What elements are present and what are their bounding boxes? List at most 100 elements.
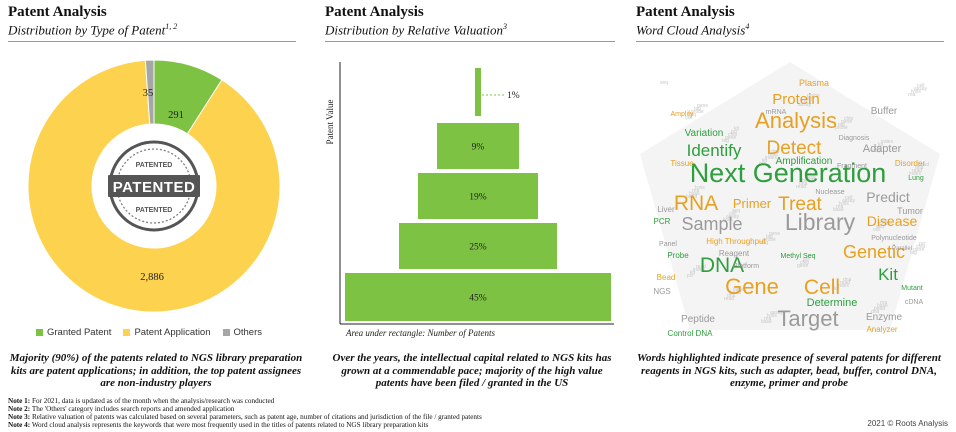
cloud-filler-word: kit	[690, 270, 696, 276]
pyramid-bar	[399, 223, 557, 269]
cloud-filler-word: read	[696, 264, 706, 270]
cloud-word: Target	[777, 306, 838, 331]
cloud-word: Plasma	[799, 78, 829, 88]
cloud-filler-word: pcr	[759, 161, 766, 167]
legend-label: Patent Application	[134, 327, 211, 338]
cloud-filler-word: index	[909, 171, 921, 177]
cloud-word: Probe	[667, 251, 689, 260]
cloud-filler-word: dna	[727, 293, 736, 299]
cloud-filler-word: index	[693, 267, 705, 273]
cloud-filler-word: assay	[726, 214, 740, 220]
cloud-filler-word: kit	[878, 142, 884, 148]
cloud-filler-word: chip	[728, 132, 737, 138]
cloud-word: Disease	[867, 213, 918, 229]
cloud-filler-word: kit	[762, 158, 768, 164]
legend-swatch	[36, 328, 43, 336]
panel-title: Patent Analysis	[8, 4, 107, 20]
cloud-filler-word: tag	[838, 122, 845, 128]
cloud-filler-word: gene	[769, 231, 780, 237]
cloud-word: Panel	[659, 241, 677, 248]
y-axis-label: Patent Value	[325, 99, 335, 144]
cloud-filler-word: pcr	[875, 145, 882, 151]
cloud-word: Platform	[733, 263, 759, 270]
cloud-filler-word: cell	[685, 115, 693, 121]
word-cloud: seqgenekitdnarnacelltagpcrreadbaseassayp…	[640, 62, 940, 338]
cloud-word: Sample	[681, 214, 742, 234]
cloud-filler-word: tag	[910, 250, 917, 256]
donut-label: 35	[143, 88, 154, 99]
cloud-filler-word: seq	[760, 240, 768, 246]
legend-item: Patent Application	[123, 327, 211, 338]
cloud-filler-word: base	[689, 191, 700, 197]
cloud-filler-word: probe	[835, 125, 848, 131]
cloud-word: Disorder	[895, 159, 926, 168]
cloud-filler-word: pcr	[919, 241, 926, 247]
cloud-filler-word: chip	[844, 116, 853, 122]
cloud-word: Variation	[685, 128, 724, 139]
cloud-filler-word: gene	[841, 119, 852, 125]
cloud-filler-word: lysis	[911, 89, 921, 95]
caption-type-of-patent: Majority (90%) of the patents related to…	[9, 352, 303, 389]
cloud-filler-word: kit	[734, 126, 740, 132]
note-4: Note 4: Word cloud analysis represents t…	[8, 421, 429, 429]
cloud-filler-word: pcr	[803, 257, 810, 263]
pyramid-bar	[345, 273, 611, 321]
title-rule	[8, 41, 296, 42]
cloud-word: Buffer	[871, 106, 898, 117]
panel-subtitle: Distribution by Type of Patent1, 2	[8, 22, 178, 38]
legend-item: Others	[222, 327, 262, 338]
svg-text:PATENTED: PATENTED	[113, 179, 196, 196]
cloud-filler-word: seq	[732, 208, 740, 214]
cloud-filler-word: cell	[873, 227, 881, 233]
cloud-word: Bead	[657, 273, 676, 282]
cloud-word: Gene	[725, 274, 779, 299]
cloud-word: Treat	[778, 194, 822, 215]
cloud-word: Adapter	[863, 143, 902, 155]
cloud-filler-word: bead	[802, 178, 813, 184]
cloud-filler-word: base	[733, 287, 744, 293]
cloud-word: Cell	[804, 276, 840, 299]
cloud-filler-word: chip	[916, 244, 925, 250]
cloud-filler-word: rna	[880, 300, 887, 306]
donut-label: 291	[168, 110, 184, 121]
cloud-shape	[640, 62, 940, 330]
cloud-word: Enzyme	[866, 312, 903, 323]
cloud-filler-word: index	[765, 155, 777, 161]
cloud-filler-word: tag	[722, 138, 729, 144]
cloud-filler-word: seq	[804, 96, 812, 102]
cloud-word: Liver	[657, 205, 675, 214]
cloud-word: Detect	[767, 138, 823, 159]
x-axis-label: Area under rectangle: Number of Patents	[345, 328, 496, 338]
panel-subtitle: Distribution by Relative Valuation3	[325, 22, 508, 38]
cloud-filler-word: rna	[764, 316, 771, 322]
cloud-filler-word: dna	[843, 277, 852, 283]
pyramid-bar	[437, 123, 519, 169]
cloud-filler-word: probe	[879, 221, 892, 227]
cloud-filler-word: read	[912, 168, 922, 174]
title-rule	[636, 41, 944, 42]
cloud-word: Amplification	[776, 156, 833, 167]
caption-relative-valuation: Over the years, the intellectual capital…	[332, 352, 612, 389]
cloud-filler-word: kit	[806, 254, 812, 260]
cloud-filler-word: probe	[807, 93, 820, 99]
svg-text:PATENTED: PATENTED	[136, 207, 173, 214]
cloud-filler-word: pcr	[731, 129, 738, 135]
cloud-filler-word: rna	[808, 172, 815, 178]
bar-value-label: 9%	[472, 143, 485, 153]
cloud-filler-word: seq	[660, 80, 668, 86]
cloud-filler-word: rna	[692, 188, 699, 194]
donut-legend: Granted Patent Patent Application Others	[36, 327, 274, 338]
cloud-filler-word: seq	[688, 112, 696, 118]
cloud-word: Kit	[878, 265, 898, 284]
cloud-filler-word: bead	[730, 290, 741, 296]
cloud-filler-word: assay	[914, 86, 928, 92]
cloud-filler-word: assay	[798, 102, 812, 108]
donut-slice-patent-application	[27, 59, 281, 313]
cloud-word: Analysis	[755, 108, 837, 133]
cloud-word: PCR	[654, 217, 671, 226]
cloud-word: Fragment	[837, 163, 867, 170]
cloud-filler-word: assay	[842, 198, 856, 204]
cloud-filler-word: tag	[766, 234, 773, 240]
cloud-filler-word: cell	[845, 195, 853, 201]
bar-value-label: 1%	[507, 91, 520, 101]
